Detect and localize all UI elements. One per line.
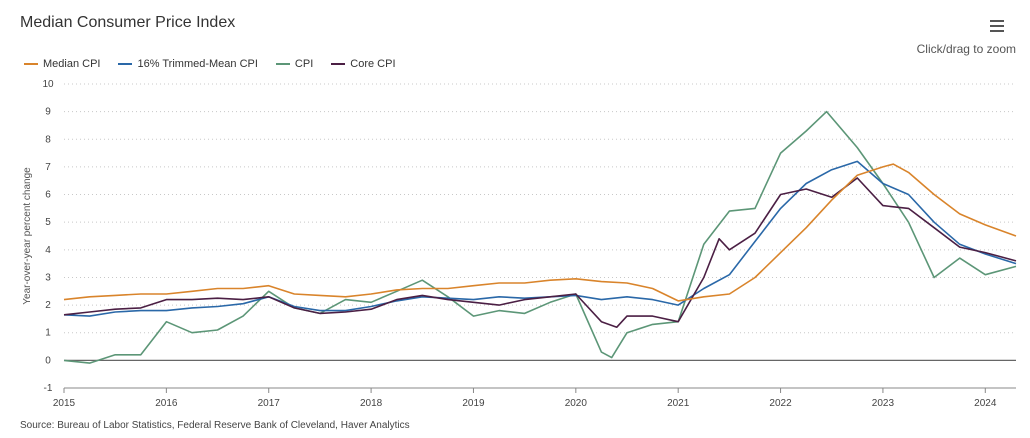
legend-item-core-cpi[interactable]: Core CPI bbox=[331, 58, 396, 70]
x-tick-label: 2017 bbox=[258, 398, 281, 409]
x-tick-label: 2019 bbox=[462, 398, 485, 409]
legend-swatch-median-cpi bbox=[24, 63, 38, 65]
chart-title: Median Consumer Price Index bbox=[20, 14, 236, 31]
x-tick-label: 2015 bbox=[53, 398, 76, 409]
x-tick-label: 2023 bbox=[872, 398, 895, 409]
legend-swatch-trimmed-mean-cpi bbox=[118, 63, 133, 65]
legend-label: Median CPI bbox=[43, 58, 101, 70]
y-tick-label: 6 bbox=[45, 190, 51, 201]
legend-swatch-core-cpi bbox=[331, 63, 346, 65]
y-tick-label: 7 bbox=[45, 162, 51, 173]
y-tick-label: 3 bbox=[45, 272, 51, 283]
source-note: Source: Bureau of Labor Statistics, Fede… bbox=[20, 420, 410, 431]
series-line-cpi bbox=[63, 110, 1017, 364]
zoom-hint: Click/drag to zoom bbox=[916, 42, 1016, 56]
legend: Median CPI 16% Trimmed-Mean CPI CPI Core… bbox=[24, 58, 396, 70]
legend-label: Core CPI bbox=[350, 58, 396, 70]
y-tick-label: 1 bbox=[45, 328, 51, 339]
x-tick-label: 2020 bbox=[565, 398, 588, 409]
y-tick-label: 5 bbox=[45, 217, 51, 228]
legend-item-cpi[interactable]: CPI bbox=[275, 58, 314, 70]
menu-icon[interactable] bbox=[990, 20, 1004, 32]
legend-label: 16% Trimmed-Mean CPI bbox=[137, 58, 258, 70]
series-line-median-cpi bbox=[63, 163, 1017, 302]
y-tick-label: 0 bbox=[45, 355, 51, 366]
x-tick-label: 2024 bbox=[974, 398, 997, 409]
x-tick-label: 2018 bbox=[360, 398, 383, 409]
x-tick-label: 2021 bbox=[667, 398, 690, 409]
y-tick-label: 4 bbox=[45, 245, 51, 256]
x-tick-label: 2022 bbox=[769, 398, 792, 409]
legend-label: CPI bbox=[294, 58, 314, 70]
y-tick-label: -1 bbox=[44, 383, 53, 394]
y-tick-label: 2 bbox=[45, 300, 51, 311]
legend-swatch-cpi bbox=[275, 63, 290, 65]
legend-item-trimmed-mean-cpi[interactable]: 16% Trimmed-Mean CPI bbox=[118, 58, 258, 70]
y-axis-label: Year-over-year percent change bbox=[22, 167, 33, 305]
series-line-16-trimmed-mean-cpi bbox=[63, 160, 1017, 317]
y-tick-label: 8 bbox=[45, 134, 51, 145]
x-tick-label: 2016 bbox=[155, 398, 178, 409]
legend-item-median-cpi[interactable]: Median CPI bbox=[24, 58, 100, 70]
y-tick-label: 10 bbox=[42, 79, 54, 90]
y-tick-label: 9 bbox=[45, 107, 51, 118]
